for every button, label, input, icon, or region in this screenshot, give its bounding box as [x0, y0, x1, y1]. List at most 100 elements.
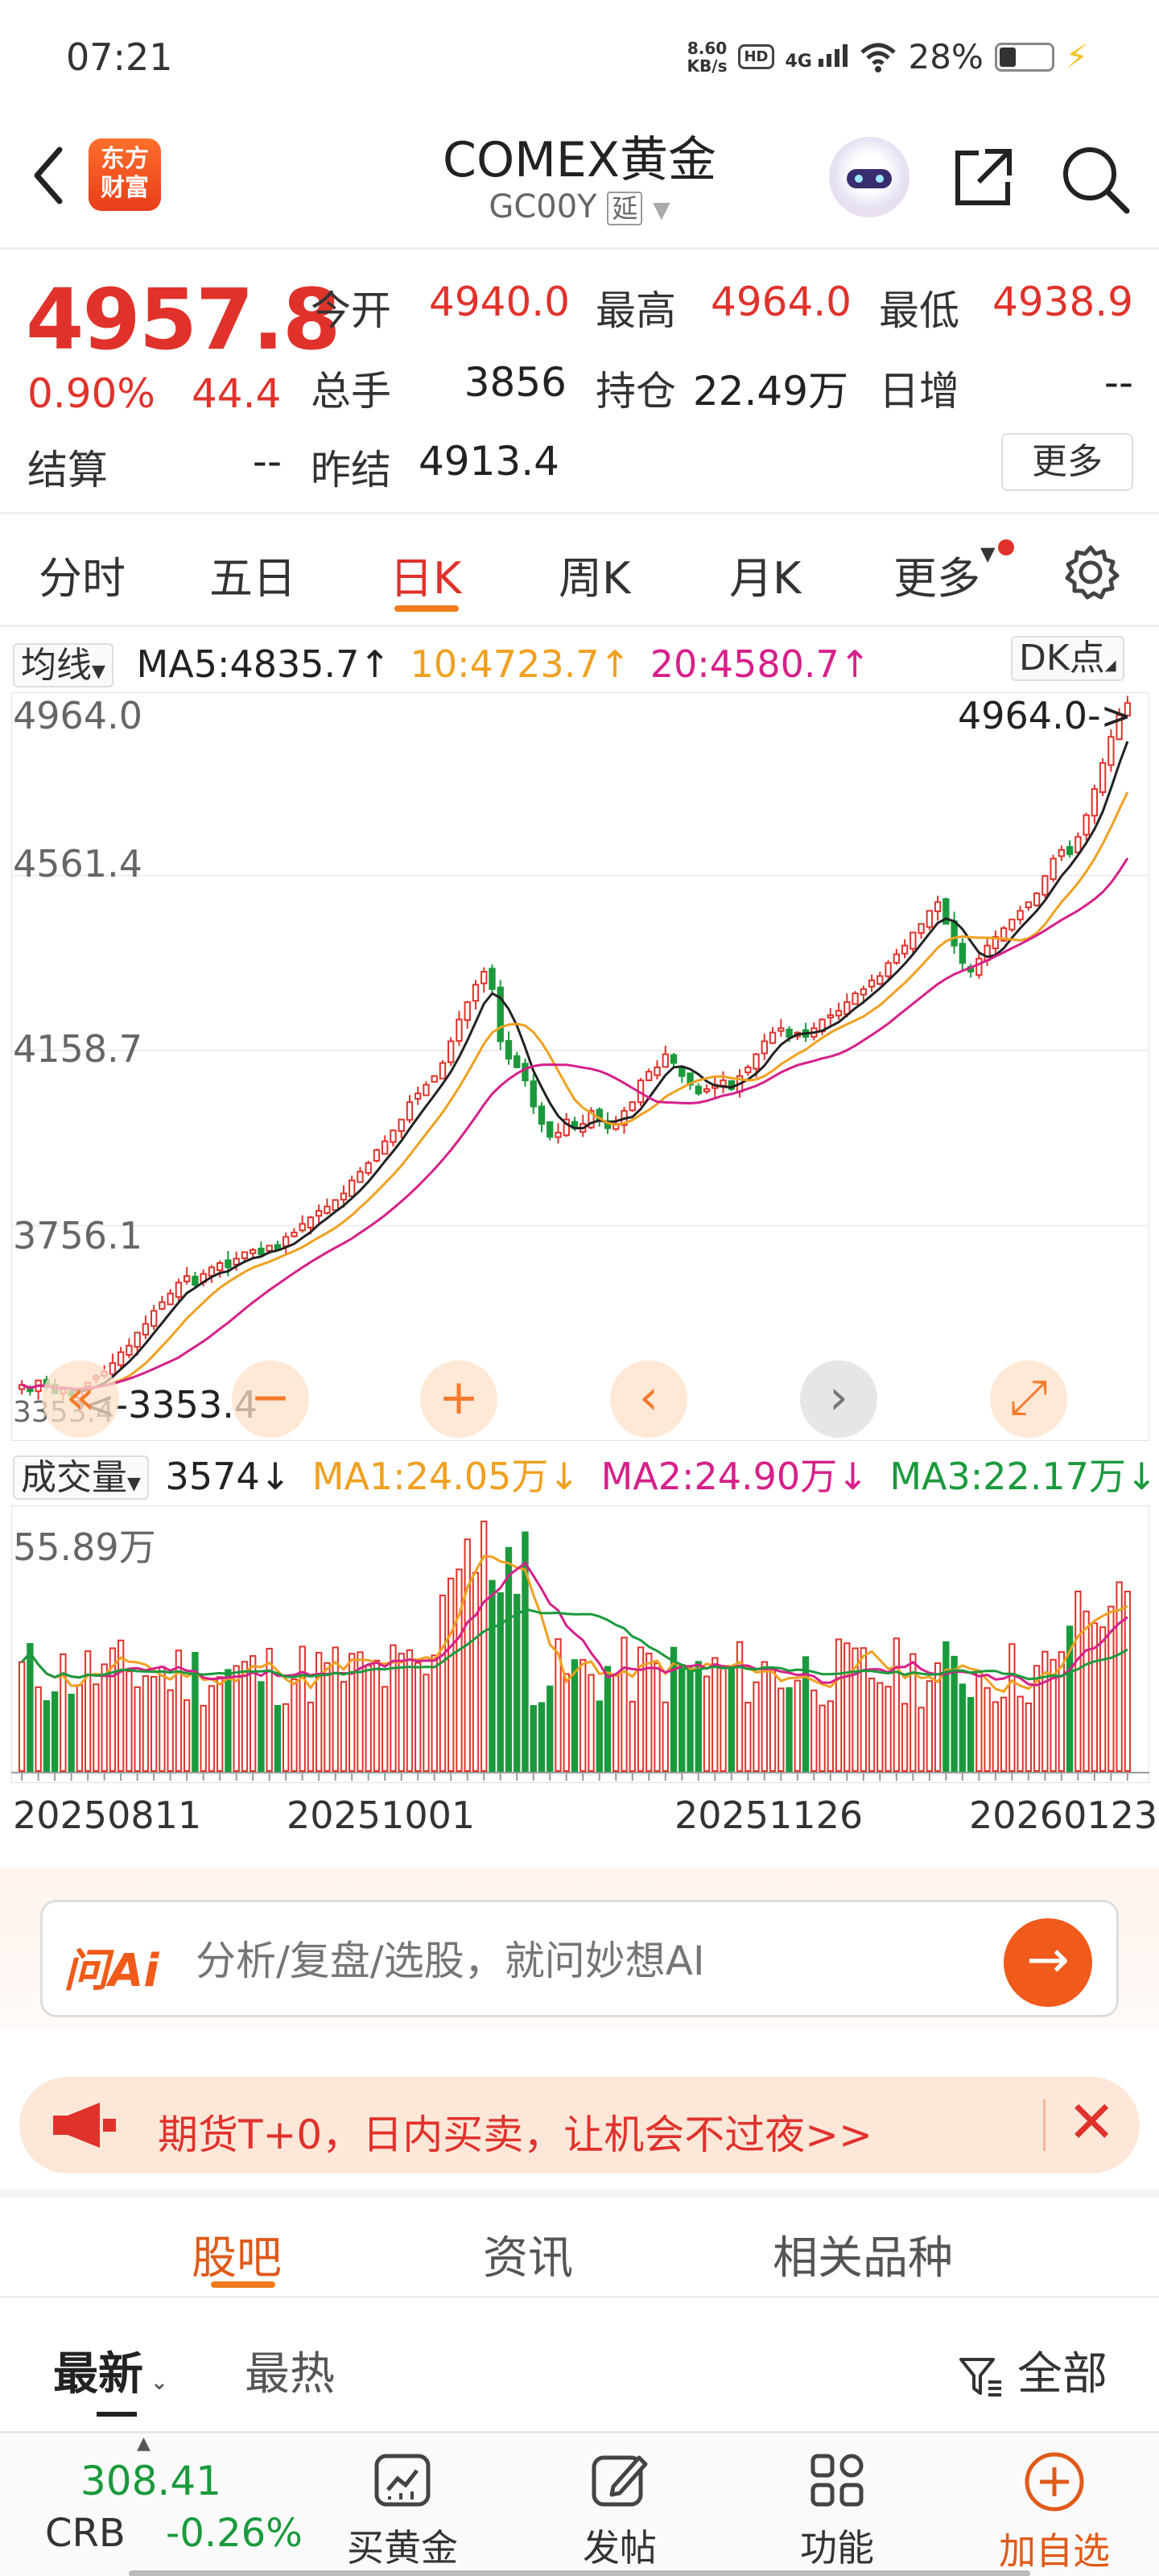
- more-quote-button[interactable]: 更多: [1001, 433, 1133, 491]
- search-icon[interactable]: [1059, 143, 1132, 216]
- volume-bar: [307, 1701, 315, 1773]
- volume-label: 总手: [311, 368, 391, 415]
- volume-ma2-line: [20, 1561, 1128, 1686]
- crb-index-name[interactable]: CRB: [45, 2511, 126, 2556]
- tab-daily-k[interactable]: 日K: [390, 553, 462, 604]
- back-icon[interactable]: [24, 143, 72, 208]
- zoom-out-button[interactable]: −: [232, 1360, 309, 1438]
- instrument-code[interactable]: GC00Y 延 ▼: [362, 188, 797, 225]
- ma5-value: MA5:4835.7↑: [136, 642, 390, 686]
- candle: [365, 1162, 372, 1174]
- scroll-right-button[interactable]: ›: [800, 1360, 877, 1438]
- arrow-right-icon[interactable]: →: [1004, 1918, 1092, 2007]
- scroll-left-button[interactable]: ‹: [610, 1360, 687, 1438]
- volume-bar: [249, 1655, 257, 1772]
- close-icon[interactable]: ✕: [1067, 2088, 1116, 2156]
- zoom-in-button[interactable]: +: [420, 1360, 497, 1438]
- volume-bar: [547, 1685, 554, 1772]
- volume-selector[interactable]: 成交量▼: [13, 1455, 149, 1500]
- volume-bar: [852, 1647, 859, 1772]
- tab-intraday[interactable]: 分时: [39, 553, 126, 604]
- battery-icon: [994, 42, 1054, 72]
- dk-point-toggle[interactable]: DK点◢: [1011, 636, 1124, 681]
- volume-bar: [423, 1674, 430, 1772]
- network-speed-unit: KB/s: [687, 56, 728, 76]
- candle: [514, 1055, 521, 1068]
- high-marker: 4964.0->: [958, 694, 1132, 737]
- gear-icon[interactable]: [1061, 543, 1120, 602]
- volume-bar: [1124, 1591, 1132, 1772]
- nav-add-watchlist[interactable]: 加自选: [974, 2450, 1135, 2575]
- candle: [1017, 910, 1024, 921]
- candle: [439, 1062, 447, 1080]
- ai-assistant-avatar[interactable]: [829, 137, 909, 217]
- date-label: 20250811: [13, 1794, 202, 1837]
- volume-bar: [926, 1680, 934, 1772]
- brand-logo[interactable]: 东方 财富: [89, 138, 161, 211]
- tab-forum[interactable]: 股吧: [192, 2232, 282, 2285]
- volume-bar: [909, 1653, 917, 1772]
- candle: [175, 1282, 183, 1298]
- ai-search-box[interactable]: 问Ai →: [40, 1900, 1119, 2017]
- low-value: 4938.9: [992, 279, 1133, 325]
- tab-five-day[interactable]: 五日: [209, 553, 296, 604]
- candle: [703, 1088, 711, 1093]
- sort-latest[interactable]: 最新 ⌄: [53, 2338, 168, 2403]
- filter-icon: [959, 2357, 1001, 2396]
- instrument-title[interactable]: COMEX黄金: [443, 132, 716, 188]
- candle: [299, 1223, 306, 1232]
- nav-functions[interactable]: 功能: [757, 2450, 918, 2572]
- instrument-code-text: GC00Y: [489, 188, 597, 225]
- volume-bar: [208, 1685, 216, 1772]
- price-axis-tick: 4158.7: [13, 1027, 142, 1071]
- date-label: 20260123: [969, 1794, 1158, 1837]
- divider: [0, 625, 1159, 627]
- tab-related[interactable]: 相关品种: [773, 2232, 953, 2285]
- volume-bar: [35, 1686, 42, 1772]
- volume-bar: [934, 1662, 942, 1772]
- corner-icon: ◢: [1104, 657, 1116, 674]
- volume-bar: [456, 1568, 463, 1772]
- crb-index-change[interactable]: -0.26%: [166, 2511, 303, 2556]
- prev-settle-value: 4913.4: [419, 438, 559, 485]
- network-type: 4G: [785, 51, 812, 72]
- nav-post[interactable]: 发帖: [539, 2450, 700, 2572]
- scroll-left-fast-button[interactable]: «: [42, 1360, 119, 1438]
- tab-monthly-k[interactable]: 月K: [729, 553, 802, 604]
- volume-bar: [588, 1674, 595, 1772]
- ma-selector-label: 均线: [21, 645, 92, 686]
- ma-selector[interactable]: 均线▼: [13, 643, 113, 687]
- ai-search-input[interactable]: [196, 1938, 920, 1984]
- candle: [901, 944, 909, 955]
- last-price: 4957.8: [26, 270, 340, 369]
- promo-banner[interactable]: 期货T+0，日内买卖，让机会不过夜>> ✕: [19, 2077, 1140, 2174]
- tab-weekly-k[interactable]: 周K: [559, 553, 631, 604]
- candle: [720, 1080, 727, 1087]
- candle: [415, 1092, 422, 1100]
- tab-news[interactable]: 资讯: [483, 2232, 573, 2285]
- nav-buy-gold[interactable]: 买黄金: [322, 2450, 483, 2572]
- fullscreen-button[interactable]: ⤢: [990, 1360, 1067, 1438]
- active-sort-indicator: [97, 2412, 137, 2417]
- share-icon[interactable]: [950, 143, 1017, 211]
- high-label: 最高: [596, 287, 676, 334]
- candle: [406, 1101, 414, 1121]
- divider: [0, 2296, 1159, 2298]
- candlestick-chart[interactable]: [11, 692, 1149, 1441]
- caret-down-icon: ▼: [980, 543, 996, 565]
- candle: [555, 1131, 562, 1138]
- volume-bar: [109, 1647, 117, 1772]
- volume-bar: [662, 1701, 669, 1772]
- open-interest-value: 22.49万: [692, 368, 848, 415]
- tab-more[interactable]: 更多▼: [893, 543, 995, 606]
- volume-ma3-line: [20, 1608, 1128, 1681]
- volume-bar: [93, 1683, 100, 1772]
- sort-hot[interactable]: 最热: [245, 2348, 335, 2401]
- volume-chart[interactable]: [11, 1505, 1149, 1783]
- volume-bar: [736, 1641, 744, 1772]
- crb-index-value[interactable]: 308.41: [80, 2458, 221, 2504]
- candle: [489, 968, 496, 990]
- date-label: 20251001: [287, 1794, 476, 1837]
- candle: [126, 1344, 133, 1356]
- filter-button[interactable]: 全部: [958, 2338, 1107, 2403]
